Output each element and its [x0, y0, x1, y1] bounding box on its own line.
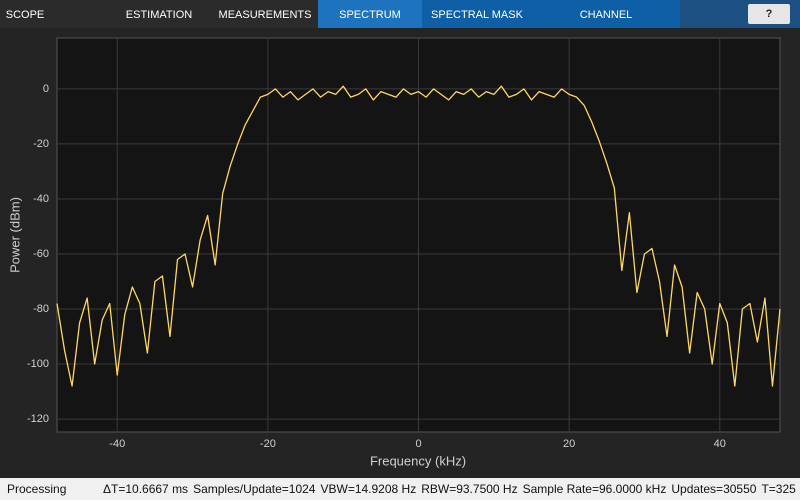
y-tick-label: -80	[33, 303, 49, 315]
status-item: ΔT=10.6667 ms	[103, 482, 189, 496]
y-tick-label: -20	[33, 138, 49, 150]
help-button[interactable]: ?	[748, 4, 790, 24]
y-axis-label: Power (dBm)	[7, 197, 22, 273]
y-tick-label: -100	[27, 358, 49, 370]
toolbar: ? SCOPE ESTIMATION MEASUREMENTS SPECTRUM SPE…	[0, 0, 800, 51]
tab[interactable]: SPECTRUM	[318, 0, 422, 28]
y-tick-label: -120	[27, 413, 49, 425]
y-tick-label: -40	[33, 193, 49, 205]
x-tick-label: -20	[260, 438, 276, 450]
spectrum-line	[56, 85, 781, 387]
status-item: Sample Rate=96.0000 kHz	[522, 482, 667, 496]
status-item: Updates=30550	[671, 482, 757, 496]
tab[interactable]: MEASUREMENTS	[218, 9, 312, 21]
x-tick-label: 40	[714, 438, 726, 450]
status-items: ΔT=10.6667 ms Samples/Update=1024 VBW=14.9…	[103, 478, 800, 500]
status-item: RBW=93.7500 Hz	[421, 482, 518, 496]
x-axis-label: Frequency (kHz)	[370, 453, 466, 468]
x-tick-label: -40	[109, 438, 125, 450]
status-state: Processing	[7, 482, 67, 496]
tab[interactable]: CHANNEL MEASUREMENTS	[560, 9, 653, 51]
y-tick-label: -60	[33, 248, 49, 260]
y-tick-label: 0	[43, 83, 49, 95]
status-item: Samples/Update=1024	[193, 482, 316, 496]
chart: Frequency (kHz) Power (dBm) -120 -100 -80 -…	[7, 37, 781, 468]
x-tick-label: 0	[415, 438, 421, 450]
status-item: VBW=14.9208 Hz	[320, 482, 417, 496]
tab[interactable]: SCOPE	[5, 9, 45, 21]
tab[interactable]: SPECTRAL MASK	[431, 9, 523, 21]
status-item: T=325	[761, 482, 796, 496]
x-tick-label: 20	[563, 438, 575, 450]
status-bar: Processing ΔT=10.6667 ms Samples/Update=1…	[0, 478, 800, 500]
tab[interactable]: ESTIMATION	[125, 9, 193, 21]
